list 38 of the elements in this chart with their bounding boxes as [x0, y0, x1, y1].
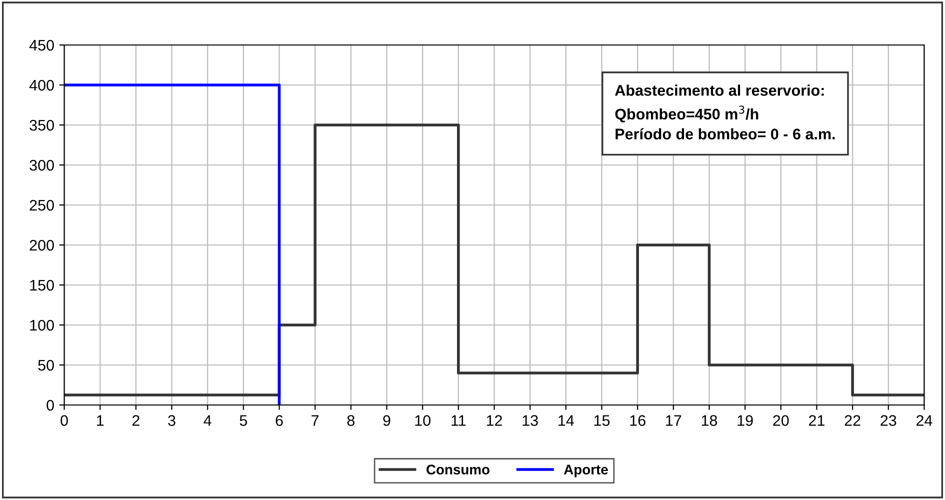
y-tick-label: 450 [29, 40, 54, 51]
y-tick-label: 200 [30, 240, 54, 251]
x-tick-label: 17 [666, 415, 682, 426]
x-tick-label: 14 [558, 415, 574, 426]
y-tick-label: 50 [38, 360, 54, 371]
x-tick-label: 19 [738, 415, 753, 426]
x-tick-label: 7 [312, 415, 319, 426]
x-tick-label: 1 [97, 415, 104, 426]
y-tick-label: 0 [46, 400, 54, 411]
x-tick-label: 3 [168, 415, 176, 426]
x-tick-label: 11 [452, 415, 466, 426]
x-tick-label: 10 [415, 415, 430, 426]
y-tick-label: 250 [30, 200, 54, 211]
x-tick-label: 21 [808, 415, 824, 426]
x-tick-label: 23 [880, 415, 896, 426]
x-tick-label: 9 [383, 415, 390, 426]
y-tick-label: 300 [30, 160, 54, 171]
x-tick-label: 6 [276, 415, 283, 426]
x-tick-label: 24 [916, 415, 932, 426]
x-tick-label: 8 [347, 415, 354, 426]
x-tick-label: 5 [240, 415, 248, 426]
x-tick-label: 18 [702, 415, 718, 426]
x-tick-label: 22 [844, 415, 860, 426]
x-tick-label: 0 [60, 415, 68, 426]
y-tick-label: 150 [30, 280, 54, 291]
y-tick-label: 100 [30, 320, 54, 331]
x-tick-label: 16 [630, 415, 646, 426]
x-tick-label: 20 [773, 415, 789, 426]
y-tick-label: 350 [30, 120, 54, 131]
x-tick-label: 12 [486, 415, 502, 426]
legend-label: Aporte [564, 464, 608, 478]
annotation: Abastecimento al reservorio: Qbombeo=450 m$^{3}$/h Período de bombeo= 0 - 6 a.m. [615, 84, 835, 140]
x-tick-label: 15 [594, 415, 610, 426]
x-tick-label: 13 [522, 415, 538, 426]
legend-label: Consumo [426, 464, 490, 474]
x-tick-label: 4 [204, 415, 212, 426]
x-tick-label: 2 [132, 415, 140, 426]
y-tick-label: 400 [29, 80, 54, 91]
